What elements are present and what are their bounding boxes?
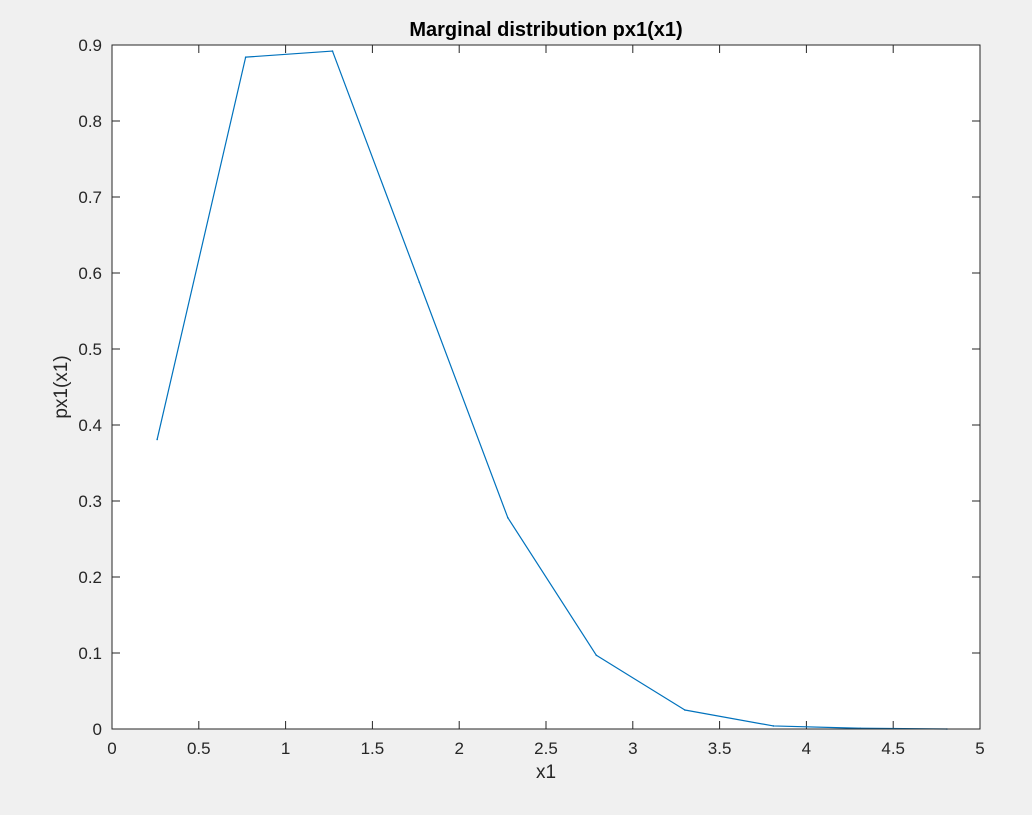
data-point xyxy=(244,56,247,58)
x-tick-label: 1.5 xyxy=(361,739,385,758)
x-axis-ticks: 0 0.5 1 1.5 2 2.5 3 3.5 4 4.5 5 xyxy=(107,45,985,758)
data-point xyxy=(507,516,509,519)
series-line xyxy=(156,50,948,730)
x-tick-label: 0 xyxy=(107,739,116,758)
data-point xyxy=(156,438,158,441)
y-tick-label: 0.8 xyxy=(78,112,102,131)
y-tick-label: 0.2 xyxy=(78,568,102,587)
y-tick-label: 0 xyxy=(93,720,102,739)
x-tick-label: 2 xyxy=(454,739,463,758)
data-point xyxy=(772,725,775,727)
data-point xyxy=(331,50,334,52)
y-tick-label: 0.5 xyxy=(78,340,102,359)
x-axis-label: x1 xyxy=(536,762,556,783)
x-tick-label: 5 xyxy=(975,739,984,758)
x-tick-label: 2.5 xyxy=(534,739,558,758)
x-tick-label: 1 xyxy=(281,739,290,758)
data-point xyxy=(595,654,598,657)
y-tick-label: 0.4 xyxy=(78,416,102,435)
plot-area xyxy=(112,45,980,729)
data-point xyxy=(418,281,421,283)
y-axis-label: px1(x1) xyxy=(51,355,72,418)
y-tick-label: 0.1 xyxy=(78,644,102,663)
axes-box xyxy=(111,44,981,730)
x-tick-label: 0.5 xyxy=(187,739,211,758)
x-tick-label: 3.5 xyxy=(708,739,732,758)
x-tick-label: 3 xyxy=(628,739,637,758)
y-tick-label: 0.9 xyxy=(78,36,102,55)
y-axis-ticks: 0 0.1 0.2 0.3 0.4 0.5 0.6 0.7 0.8 0.9 xyxy=(78,36,980,739)
data-point xyxy=(684,709,686,711)
x-tick-label: 4 xyxy=(802,739,811,758)
chart-title: Marginal distribution px1(x1) xyxy=(409,19,682,41)
x-tick-label: 4.5 xyxy=(881,739,905,758)
y-tick-label: 0.6 xyxy=(78,264,102,283)
y-tick-label: 0.7 xyxy=(78,188,102,207)
y-tick-label: 0.3 xyxy=(78,492,102,511)
